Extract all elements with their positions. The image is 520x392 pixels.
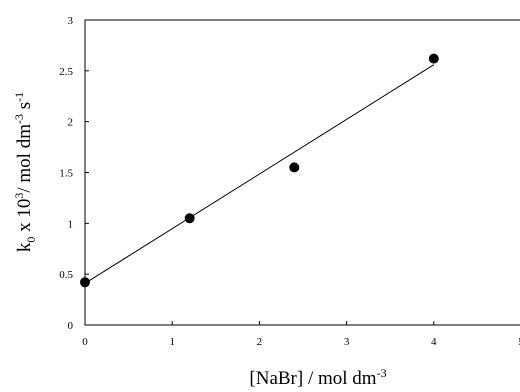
y-tick-label: 1 xyxy=(68,218,74,230)
data-point-2 xyxy=(289,162,300,173)
y-tick-label: 0 xyxy=(68,320,74,332)
y-axis-ticks: 0 0.5 1 1.5 2 2.5 3 xyxy=(59,15,89,332)
y-axis-title: k0 x 103/ mol dm-3 s-1 xyxy=(12,92,38,252)
data-point-3 xyxy=(428,53,439,64)
x-tick-label: 4 xyxy=(431,336,437,348)
x-tick-label: 5 xyxy=(518,336,520,348)
x-tick-label: 2 xyxy=(257,336,263,348)
y-tick-label: 2.5 xyxy=(59,66,73,78)
fit-line xyxy=(84,64,435,284)
x-tick-label: 3 xyxy=(344,336,350,348)
x-axis-ticks: 0 1 2 3 4 5 xyxy=(82,321,520,348)
y-tick-label: 2 xyxy=(68,117,74,129)
y-tick-label: 1.5 xyxy=(59,168,73,180)
data-point-0 xyxy=(80,277,90,288)
x-axis-title: [NaBr] / mol dm-3 xyxy=(249,366,386,389)
data-points xyxy=(80,53,439,288)
y-tick-label: 3 xyxy=(68,15,74,27)
x-tick-label: 1 xyxy=(169,336,175,348)
data-point-1 xyxy=(184,213,195,224)
fit-line-group xyxy=(84,64,435,284)
x-tick-label: 0 xyxy=(82,336,88,348)
plot-area xyxy=(84,19,520,326)
y-tick-label: 0.5 xyxy=(59,269,73,281)
